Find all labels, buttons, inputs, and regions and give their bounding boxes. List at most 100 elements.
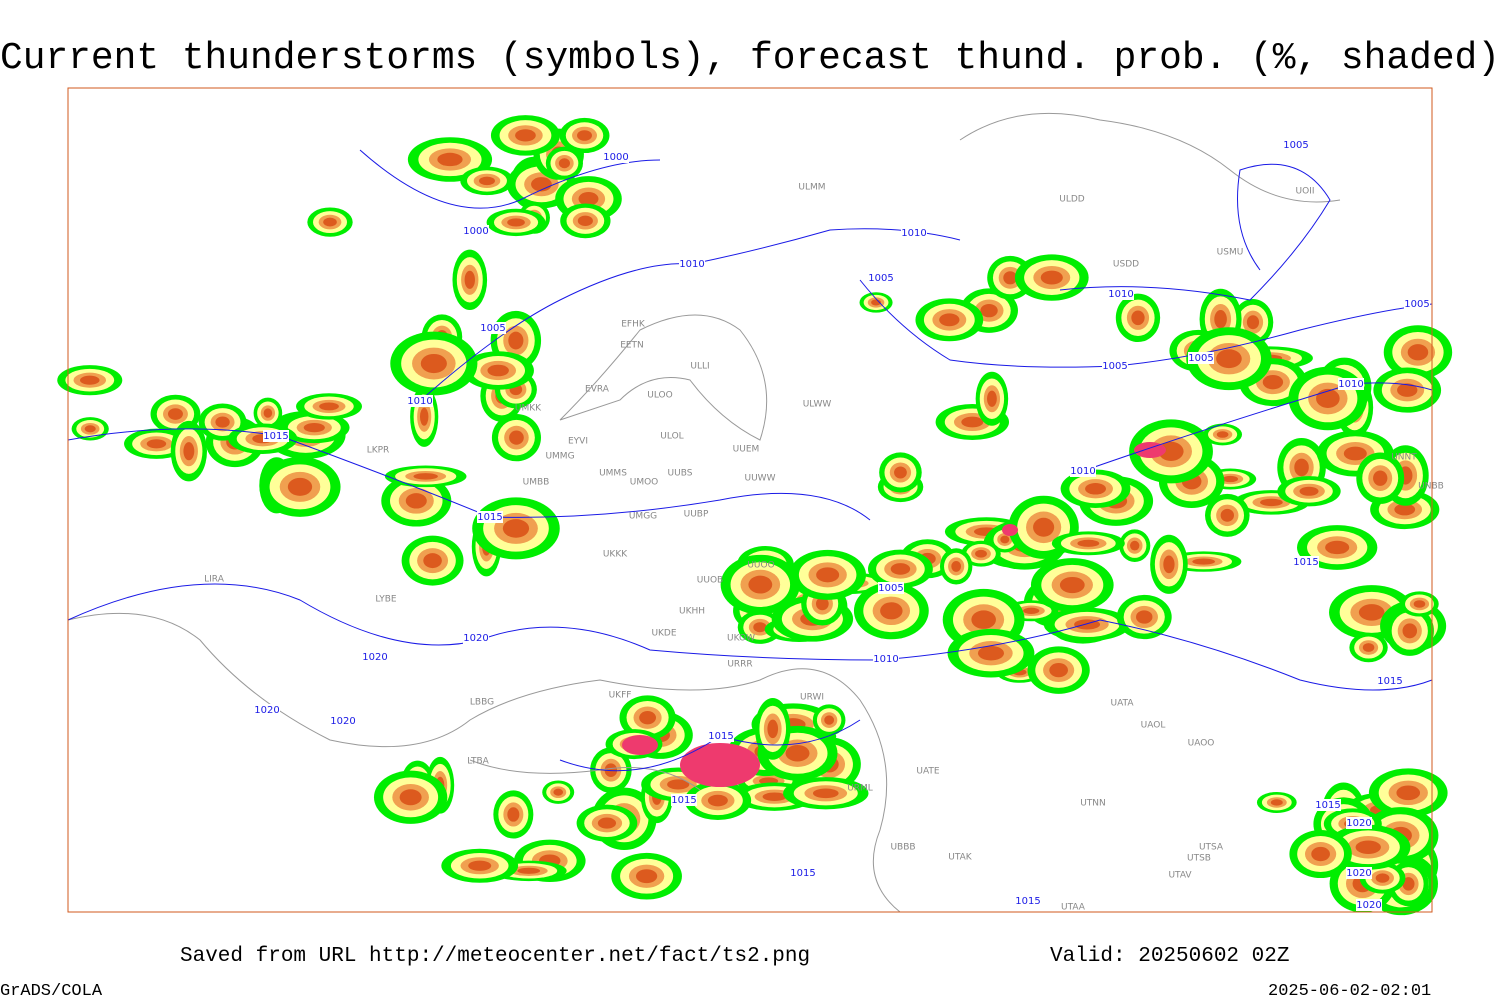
probability-area	[767, 719, 779, 739]
isobar-label: 1010	[873, 654, 898, 665]
probability-area	[1136, 610, 1153, 624]
software: GrADS/COLA	[0, 982, 103, 1000]
probability-area	[1262, 374, 1284, 390]
probability-area	[1375, 873, 1390, 883]
station-label: LYBE	[375, 595, 396, 605]
isobar-label: 1005	[480, 323, 505, 334]
station-label: UMGG	[629, 512, 657, 522]
probability-area	[420, 353, 447, 374]
isobar-label: 1005	[868, 273, 893, 284]
isobar-label-bg	[1338, 378, 1364, 390]
probability-area	[951, 560, 962, 572]
thunderstorm-area	[1134, 442, 1166, 458]
probability-area	[1299, 486, 1319, 496]
probability-area	[1003, 271, 1018, 285]
station-label: UMBB	[523, 478, 550, 488]
probability-area	[553, 788, 564, 796]
probability-area	[507, 218, 525, 227]
isobar-label-bg	[1346, 817, 1372, 829]
probability-area	[980, 303, 998, 318]
station-label: UKKK	[603, 550, 628, 560]
isobar-label-bg	[679, 258, 705, 270]
isobar-label: 1010	[407, 396, 432, 407]
probability-area	[509, 430, 524, 445]
station-label: UUEM	[733, 445, 760, 455]
source-url: Saved from URL http://meteocenter.net/fa…	[180, 945, 810, 968]
probability-area	[1294, 458, 1309, 477]
probability-area	[880, 602, 903, 620]
isobar-label: 1020	[1356, 900, 1381, 911]
isobar-label-bg	[1315, 799, 1341, 811]
probability-area	[939, 313, 960, 327]
isobar-label: 1020	[330, 716, 355, 727]
isobar-label-bg	[1108, 288, 1134, 300]
station-label: UAOL	[1141, 721, 1166, 731]
station-label: USMU	[1217, 248, 1244, 258]
isobar-label-bg	[463, 225, 489, 237]
isobar	[1082, 382, 1433, 472]
probability-area	[667, 779, 690, 790]
probability-area	[1397, 383, 1418, 397]
station-label: UUBS	[668, 469, 693, 479]
station-label: USDD	[1113, 260, 1139, 270]
probability-area	[971, 610, 996, 629]
probability-area	[1222, 475, 1239, 483]
thunderstorm-area	[622, 735, 658, 755]
map-frame	[67, 87, 1433, 913]
station-label: ULMM	[798, 183, 825, 193]
probability-area	[146, 439, 167, 449]
isobar	[67, 583, 1433, 691]
probability-area	[1158, 441, 1184, 461]
probability-area	[1220, 508, 1234, 522]
isobar-label: 1015	[1293, 557, 1318, 568]
probability-area	[577, 215, 593, 227]
probability-area	[464, 270, 475, 289]
station-label: UMMG	[545, 452, 574, 462]
isobar-label: 1015	[1315, 800, 1340, 811]
probability-area	[80, 375, 100, 385]
isobar-label: 1020	[463, 633, 488, 644]
probability-area	[215, 416, 230, 428]
station-label: ULWW	[803, 400, 832, 410]
probability-area	[517, 867, 541, 874]
probability-area	[894, 466, 907, 479]
station-label: UTSA	[1199, 843, 1224, 853]
isobar-label-bg	[477, 511, 503, 523]
isobar-label: 1020	[1346, 818, 1371, 829]
isobar-label-bg	[901, 227, 927, 239]
isobar-label: 1015	[263, 431, 288, 442]
station-label: EYVI	[568, 437, 588, 447]
isobar-label: 1005	[1404, 299, 1429, 310]
probability-area	[1023, 607, 1040, 614]
station-label: ULOL	[660, 432, 683, 442]
probability-shading	[57, 115, 1453, 916]
probability-area	[1216, 431, 1229, 438]
isobar-label: 1015	[671, 795, 696, 806]
thunderstorm-area	[1002, 524, 1018, 536]
station-label: ULDD	[1059, 195, 1085, 205]
isobar-label-bg	[1015, 895, 1041, 907]
probability-area	[263, 408, 273, 418]
probability-area	[785, 745, 810, 762]
station-label: UUWW	[745, 474, 776, 484]
probability-area	[1402, 623, 1418, 639]
probability-area	[287, 477, 313, 496]
probability-area	[419, 407, 429, 426]
isobar-label: 1010	[1070, 466, 1095, 477]
valid-time: Valid: 20250602 02Z	[1050, 945, 1289, 968]
station-label: EFHK	[621, 320, 646, 330]
probability-area	[812, 788, 839, 799]
coastline	[67, 612, 901, 913]
isobar-label-bg	[1188, 352, 1214, 364]
probability-area	[478, 176, 495, 186]
station-label: UUOB	[697, 576, 723, 586]
station-label: UTNN	[1080, 799, 1106, 809]
probability-area	[1316, 388, 1340, 408]
station-label: ULLI	[690, 362, 709, 372]
isobar-label: 1005	[1283, 140, 1308, 151]
probability-area	[815, 597, 829, 611]
station-label: UTAA	[1061, 903, 1086, 913]
probability-area	[1355, 840, 1381, 854]
station-label: UKFF	[609, 691, 632, 701]
isobar-label: 1015	[708, 731, 733, 742]
